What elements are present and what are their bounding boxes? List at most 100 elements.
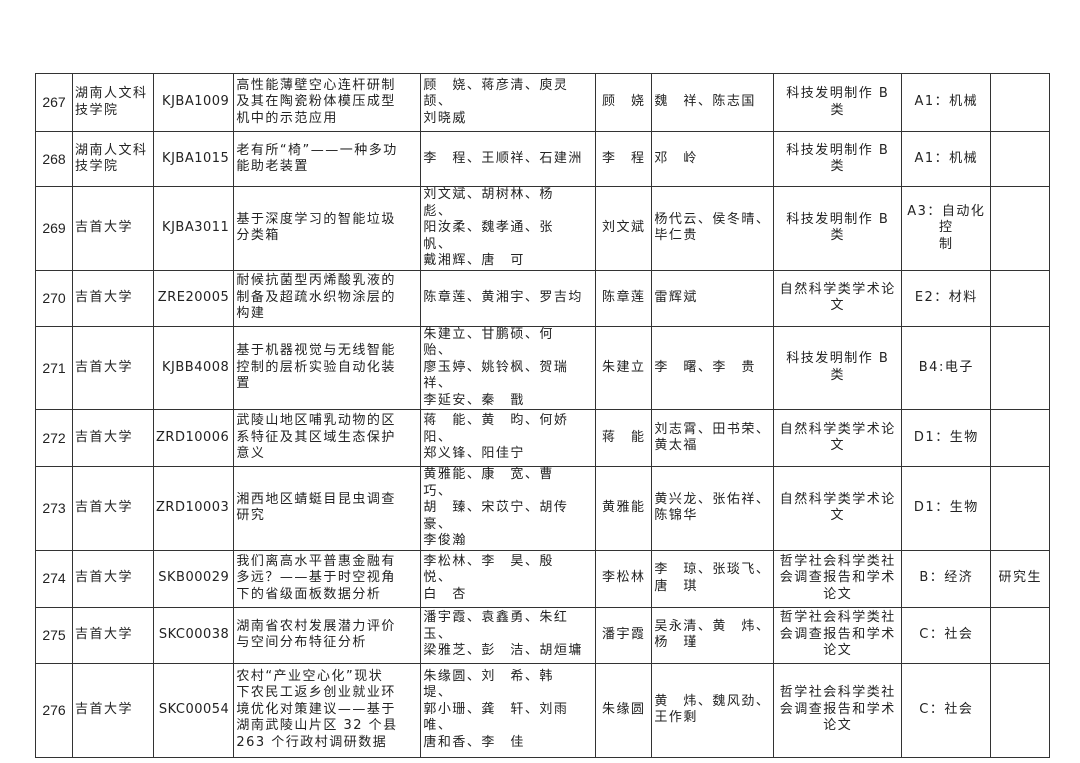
note-cell <box>990 325 1051 410</box>
school-cell: 吉首大学 <box>72 269 154 327</box>
note-cell <box>990 269 1051 327</box>
table-row: 269 吉首大学 KJBA3011 基于深度学习的智能垃圾 分类箱 刘文斌、胡树林、杨 … <box>35 186 1051 271</box>
advisors-cell: 刘志霄、田书荣、 黄太福 <box>651 409 775 467</box>
row-number: 272 <box>35 409 73 467</box>
project-code-cell: ZRD10006 <box>152 409 235 467</box>
category-cell: 科技发明制作 B 类 <box>773 73 903 132</box>
project-title-cell: 老有所“椅”——一种多功 能助老装置 <box>233 131 422 187</box>
members-cell: 李 程、王顺祥、石建洲 <box>420 131 597 187</box>
subject-cell: A3：自动化控 制 <box>901 186 992 271</box>
note-cell <box>990 466 1051 551</box>
subject-cell: E2：材料 <box>901 269 992 327</box>
advisors-cell: 邓 岭 <box>651 131 775 187</box>
project-title-cell: 基于机器视觉与无线智能 控制的层析实验自动化装 置 <box>233 325 422 410</box>
project-code-cell: KJBA1009 <box>152 73 235 132</box>
table-row: 273 吉首大学 ZRD10003 湘西地区蜻蜓目昆虫调查 研究 黄雅能、康 宽、曹 巧… <box>35 466 1051 551</box>
subject-cell: C：社会 <box>901 606 992 664</box>
leader-cell: 蒋 能 <box>595 409 653 467</box>
project-code-cell: KJBA1015 <box>152 131 235 187</box>
school-cell: 吉首大学 <box>72 409 154 467</box>
subject-cell: B：经济 <box>901 549 992 608</box>
school-cell: 湖南人文科 技学院 <box>72 73 154 132</box>
members-cell: 黄雅能、康 宽、曹 巧、 胡 臻、宋苡宁、胡传豪、 李俊瀚 <box>420 466 597 551</box>
advisors-cell: 李 曙、李 贵 <box>651 325 775 410</box>
note-cell <box>990 409 1051 467</box>
table-row: 275 吉首大学 SKC00038 湖南省农村发展潜力评价 与空间分布特征分析 潘宇霞、… <box>35 606 1051 664</box>
subject-cell: B4:电子 <box>901 325 992 410</box>
school-cell: 湖南人文科 技学院 <box>72 131 154 187</box>
project-title-cell: 农村“产业空心化”现状 下农民工返乡创业就业环 境优化对策建议——基于 湖南武陵… <box>233 662 422 758</box>
members-cell: 朱建立、甘鹏硕、何 贻、 廖玉婷、姚铃枫、贺瑞祥、 李延安、秦 戬 <box>420 325 597 410</box>
row-number: 276 <box>35 662 73 758</box>
leader-cell: 潘宇霞 <box>595 606 653 664</box>
members-cell: 李松林、李 昊、殷 悦、 白 杏 <box>420 549 597 608</box>
category-cell: 自然科学类学术论 文 <box>773 409 903 467</box>
project-title-cell: 基于深度学习的智能垃圾 分类箱 <box>233 186 422 271</box>
project-code-cell: SKC00054 <box>152 662 235 758</box>
advisors-cell: 黄兴龙、张佑祥、 陈锦华 <box>651 466 775 551</box>
project-code-cell: SKB00029 <box>152 549 235 608</box>
subject-cell: C：社会 <box>901 662 992 758</box>
subject-cell: A1：机械 <box>901 73 992 132</box>
project-code-cell: KJBB4008 <box>152 325 235 410</box>
row-number: 274 <box>35 549 73 608</box>
project-code-cell: KJBA3011 <box>152 186 235 271</box>
note-cell <box>990 73 1051 132</box>
members-cell: 朱缘圆、刘 希、韩 堤、 郭小珊、龚 轩、刘雨唯、 唐和香、李 佳 <box>420 662 597 758</box>
subject-cell: D1：生物 <box>901 466 992 551</box>
table-row: 271 吉首大学 KJBB4008 基于机器视觉与无线智能 控制的层析实验自动化装 置… <box>35 325 1051 410</box>
school-cell: 吉首大学 <box>72 466 154 551</box>
school-cell: 吉首大学 <box>72 325 154 410</box>
row-number: 267 <box>35 73 73 132</box>
school-cell: 吉首大学 <box>72 662 154 758</box>
school-cell: 吉首大学 <box>72 606 154 664</box>
category-cell: 科技发明制作 B 类 <box>773 131 903 187</box>
row-number: 269 <box>35 186 73 271</box>
leader-cell: 刘文斌 <box>595 186 653 271</box>
note-cell <box>990 131 1051 187</box>
table-row: 276 吉首大学 SKC00054 农村“产业空心化”现状 下农民工返乡创业就业环 境… <box>35 662 1051 758</box>
table-row: 267 湖南人文科 技学院 KJBA1009 高性能薄壁空心连杆研制 及其在陶瓷粉体模… <box>35 73 1051 132</box>
project-title-cell: 湖南省农村发展潜力评价 与空间分布特征分析 <box>233 606 422 664</box>
leader-cell: 李松林 <box>595 549 653 608</box>
school-cell: 吉首大学 <box>72 186 154 271</box>
leader-cell: 陈章莲 <box>595 269 653 327</box>
leader-cell: 李 程 <box>595 131 653 187</box>
members-cell: 蒋 能、黄 昀、何娇阳、 郑义锋、阳佳宁 <box>420 409 597 467</box>
category-cell: 科技发明制作 B 类 <box>773 186 903 271</box>
subject-cell: D1：生物 <box>901 409 992 467</box>
category-cell: 科技发明制作 B 类 <box>773 325 903 410</box>
advisors-cell: 黄 炜、魏风劲、 王作剩 <box>651 662 775 758</box>
category-cell: 自然科学类学术论 文 <box>773 269 903 327</box>
advisors-cell: 吴永清、黄 炜、 杨 瑾 <box>651 606 775 664</box>
project-title-cell: 武陵山地区哺乳动物的区 系特征及其区域生态保护 意义 <box>233 409 422 467</box>
table-row: 268 湖南人文科 技学院 KJBA1015 老有所“椅”——一种多功 能助老装置李 … <box>35 131 1051 187</box>
leader-cell: 黄雅能 <box>595 466 653 551</box>
note-cell <box>990 186 1051 271</box>
table-row: 270 吉首大学 ZRE20005 耐候抗菌型丙烯酸乳液的 制备及超疏水织物涂层的 构… <box>35 269 1051 327</box>
members-cell: 顾 娆、蒋彦清、庾灵颉、 刘晓威 <box>420 73 597 132</box>
note-cell <box>990 662 1051 758</box>
category-cell: 哲学社会科学类社 会调查报告和学术 论文 <box>773 549 903 608</box>
leader-cell: 朱建立 <box>595 325 653 410</box>
school-cell: 吉首大学 <box>72 549 154 608</box>
row-number: 270 <box>35 269 73 327</box>
project-code-cell: ZRE20005 <box>152 269 235 327</box>
project-code-cell: SKC00038 <box>152 606 235 664</box>
row-number: 268 <box>35 131 73 187</box>
leader-cell: 顾 娆 <box>595 73 653 132</box>
advisors-cell: 杨代云、侯冬晴、 毕仁贵 <box>651 186 775 271</box>
note-cell: 研究生 <box>990 549 1051 608</box>
members-cell: 刘文斌、胡树林、杨 彪、 阳汝柔、魏孝通、张 帆、 戴湘辉、唐 可 <box>420 186 597 271</box>
table-row: 272 吉首大学 ZRD10006 武陵山地区哺乳动物的区 系特征及其区域生态保护 意… <box>35 409 1051 467</box>
advisors-cell: 李 琼、张琰飞、 唐 琪 <box>651 549 775 608</box>
advisors-cell: 雷辉斌 <box>651 269 775 327</box>
leader-cell: 朱缘圆 <box>595 662 653 758</box>
row-number: 271 <box>35 325 73 410</box>
advisors-cell: 魏 祥、陈志国 <box>651 73 775 132</box>
members-cell: 陈章莲、黄湘宇、罗吉均 <box>420 269 597 327</box>
note-cell <box>990 606 1051 664</box>
row-number: 273 <box>35 466 73 551</box>
category-cell: 哲学社会科学类社 会调查报告和学术 论文 <box>773 662 903 758</box>
row-number: 275 <box>35 606 73 664</box>
